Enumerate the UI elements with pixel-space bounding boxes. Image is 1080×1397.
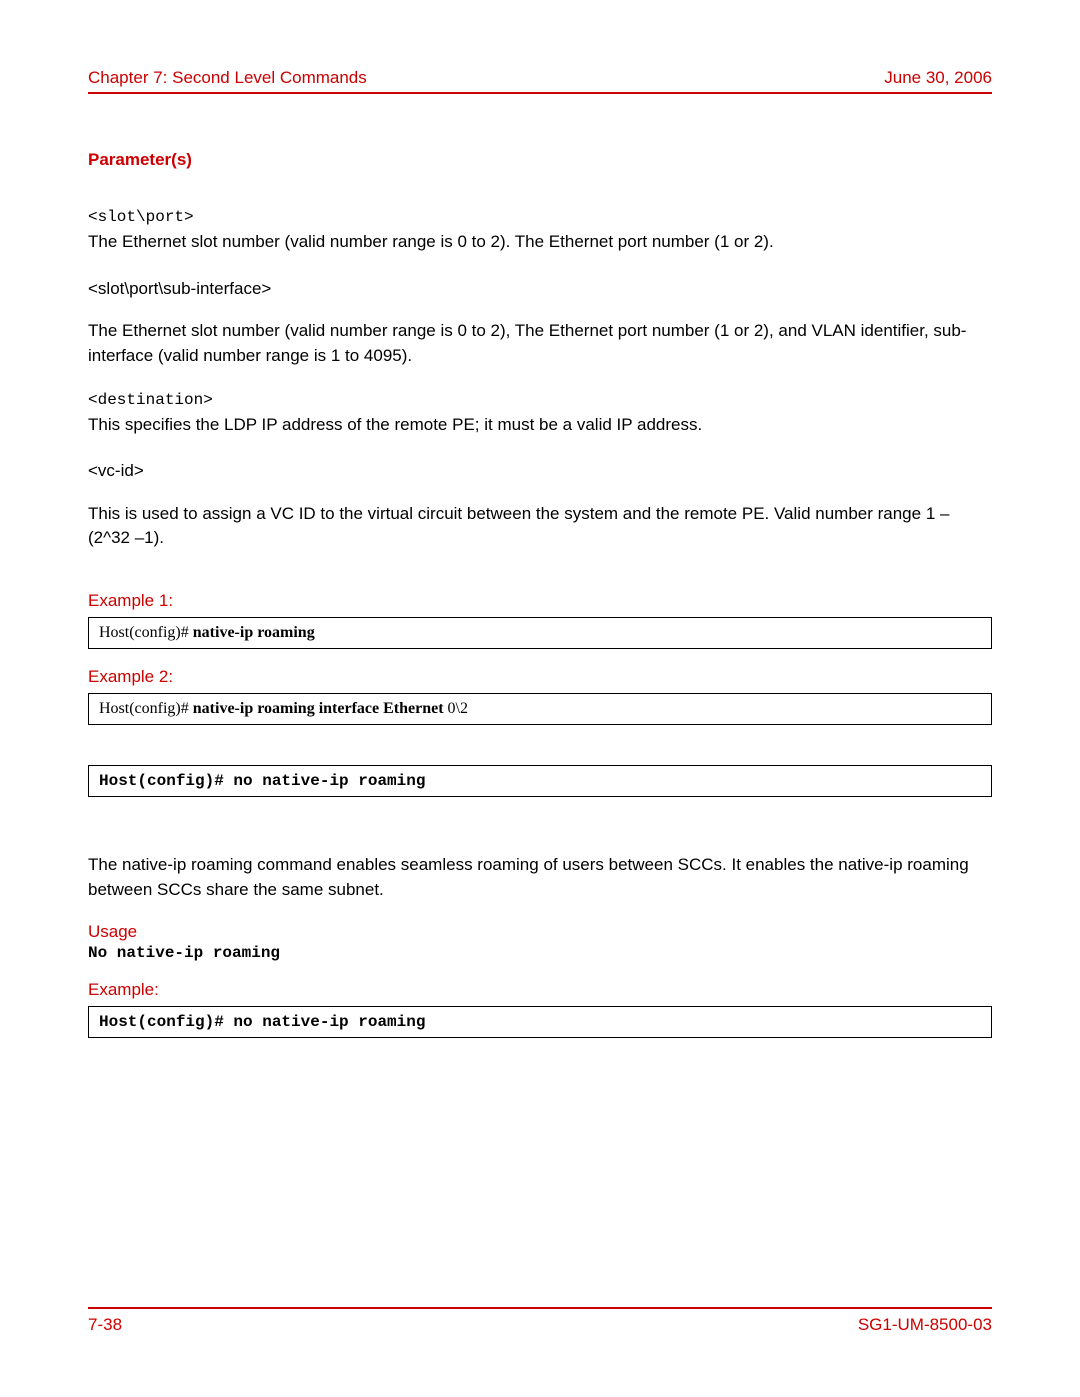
param-vc-id: <vc-id> This is used to assign a VC ID t…	[88, 459, 992, 551]
param-desc: The Ethernet slot number (valid number r…	[88, 319, 992, 368]
example-1-label: Example 1:	[88, 591, 992, 611]
usage-label: Usage	[88, 922, 992, 942]
chapter-title: Chapter 7: Second Level Commands	[88, 68, 367, 88]
example-prompt: Host(config)#	[99, 624, 193, 641]
param-name: <slot\port\sub-interface>	[88, 277, 992, 302]
param-name: <slot\port>	[88, 208, 992, 226]
example-command: native-ip roaming	[193, 624, 315, 641]
example-last-box: Host(config)# no native-ip roaming	[88, 1006, 992, 1038]
usage-command: No native-ip roaming	[88, 944, 992, 962]
footer-doc-ref: SG1-UM-8500-03	[858, 1315, 992, 1335]
footer-page-number: 7-38	[88, 1315, 122, 1335]
explain-text: The native-ip roaming command enables se…	[88, 853, 992, 902]
parameters-heading: Parameter(s)	[88, 150, 992, 170]
example-command: native-ip roaming interface Ethernet	[193, 700, 448, 717]
header-date: June 30, 2006	[884, 68, 992, 88]
page-header: Chapter 7: Second Level Commands June 30…	[88, 68, 992, 94]
example-2-box: Host(config)# native-ip roaming interfac…	[88, 693, 992, 725]
example-2-label: Example 2:	[88, 667, 992, 687]
param-slot-port-sub: <slot\port\sub-interface> The Ethernet s…	[88, 277, 992, 369]
example-last-label: Example:	[88, 980, 992, 1000]
page-footer: 7-38 SG1-UM-8500-03	[88, 1307, 992, 1335]
param-desc: The Ethernet slot number (valid number r…	[88, 230, 992, 255]
example-1-box: Host(config)# native-ip roaming	[88, 617, 992, 649]
example-arg: 0\2	[448, 700, 468, 717]
footer-line: 7-38 SG1-UM-8500-03	[88, 1307, 992, 1335]
page: Chapter 7: Second Level Commands June 30…	[0, 0, 1080, 1397]
param-desc: This is used to assign a VC ID to the vi…	[88, 502, 992, 551]
param-slot-port: <slot\port> The Ethernet slot number (va…	[88, 208, 992, 255]
param-name: <vc-id>	[88, 459, 992, 484]
param-desc: This specifies the LDP IP address of the…	[88, 413, 992, 438]
param-name: <destination>	[88, 391, 992, 409]
example-prompt: Host(config)#	[99, 700, 193, 717]
no-roaming-box: Host(config)# no native-ip roaming	[88, 765, 992, 797]
param-destination: <destination> This specifies the LDP IP …	[88, 391, 992, 438]
